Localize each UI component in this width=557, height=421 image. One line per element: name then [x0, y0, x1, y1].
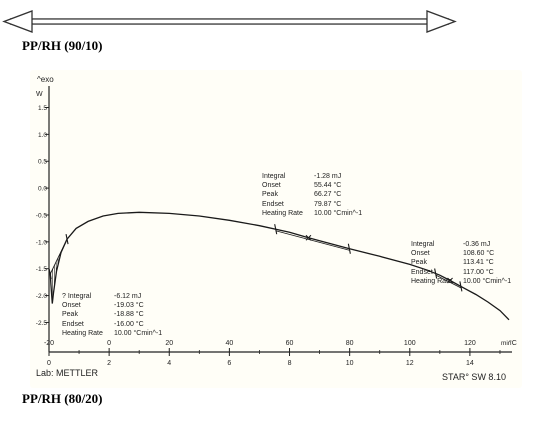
temperature-tick-label: -20 [44, 340, 54, 347]
annotation-value: 10.00 °Cmin^-1 [314, 209, 363, 217]
annotation-box-2: Integral -1.28 mJ Onset 55.44 °C Peak 66.27 °… [262, 172, 362, 218]
peak-baseline [435, 274, 462, 289]
annotation-key: Heating Rate [62, 329, 103, 337]
integration-limit-marker [434, 268, 438, 279]
integration-limit-marker [459, 281, 463, 292]
time-tick-label: 2 [107, 360, 111, 367]
annotation-value: -0.36 mJ [463, 241, 491, 248]
temperature-tick-label: 20 [165, 340, 173, 347]
annotation-value: -18.88 °C [114, 311, 144, 319]
peak-marker [447, 277, 453, 284]
annotation-key: Heating Rate [262, 209, 303, 217]
annotation-value: 10.00 °Cmin^-1 [463, 277, 512, 285]
annotation-row: Heating Rate 10.00 °Cmin^-1 [262, 209, 362, 218]
annotation-value: -1.28 mJ [314, 173, 342, 180]
y-tick-label: 0.5 [38, 159, 47, 166]
annotation-row: Onset 108.60 °C [411, 249, 511, 258]
y-tick-label: 1.0 [38, 132, 47, 139]
y-tick-label: -2.0 [36, 293, 48, 300]
time-tick-label: 4 [167, 360, 171, 367]
dsc-curve [49, 211, 510, 321]
time-unit-label: min [501, 340, 512, 347]
annotation-row: Peak 113.41 °C [411, 258, 511, 267]
annotation-row: Endset 117.00 °C [411, 268, 511, 277]
annotation-box-3: Integral -0.36 mJ Onset 108.60 °C Peak 113.41… [411, 240, 511, 286]
annotation-key: Integral [411, 241, 435, 248]
annotation-value: -19.03 °C [114, 302, 144, 310]
y-tick-label: 1.5 [38, 105, 47, 112]
annotation-key: Endset [411, 268, 433, 276]
annotation-row: Heating Rate 10.00 °Cmin^-1 [62, 329, 162, 338]
annotation-value: -6.12 mJ [114, 293, 142, 300]
temperature-tick-label: 40 [225, 340, 233, 347]
annotation-key: Endset [262, 200, 284, 208]
y-tick-label: -1.0 [36, 239, 48, 246]
annotation-key: Peak [262, 191, 278, 199]
integration-limit-marker [65, 234, 69, 245]
annotation-key: Integral [262, 173, 286, 180]
time-tick-label: 12 [406, 360, 414, 367]
annotation-value: 55.44 °C [314, 182, 342, 190]
caption-top: PP/RH (90/10) [22, 38, 103, 53]
annotation-row: Integral -1.28 mJ [262, 172, 362, 181]
time-tick-label: 6 [227, 360, 231, 367]
annotation-key: Endset [62, 320, 84, 328]
annotation-row: Onset -19.03 °C [62, 301, 162, 310]
software-label: STAR° SW 8.10 [442, 372, 506, 382]
integration-limit-marker [347, 243, 351, 254]
annotation-key: Onset [62, 302, 81, 310]
peak-baseline [275, 230, 350, 251]
y-tick-label: 0.0 [38, 186, 47, 193]
temperature-unit-label: °C [509, 339, 517, 347]
temperature-tick-label: 0 [107, 340, 111, 347]
temperature-tick-label: 120 [464, 340, 476, 347]
annotation-row: Peak 66.27 °C [262, 190, 362, 199]
annotation-value: 10.00 °Cmin^-1 [114, 329, 163, 337]
annotation-row: Integral -0.36 mJ [411, 240, 511, 249]
y-tick-label: -1.5 [36, 266, 48, 273]
annotation-key: ? Integral [62, 293, 92, 300]
double-arrow [2, 10, 457, 33]
time-tick-label: 10 [346, 360, 354, 367]
y-tick-label: -0.5 [36, 212, 48, 219]
time-tick-label: 14 [466, 360, 474, 367]
annotation-key: Onset [411, 250, 430, 258]
temperature-tick-label: 60 [286, 340, 294, 347]
peak-marker [305, 234, 312, 241]
integration-limit-marker [274, 224, 278, 235]
annotation-row: Onset 55.44 °C [262, 181, 362, 190]
time-tick-label: 8 [288, 360, 292, 367]
annotation-row: ? Integral -6.12 mJ [62, 292, 162, 301]
annotation-value: 108.60 °C [463, 250, 495, 258]
caption-bottom: PP/RH (80/20) [22, 391, 103, 406]
annotation-value: 117.00 °C [463, 268, 494, 276]
baseline-peak-1 [49, 238, 68, 275]
temperature-tick-label: 100 [404, 340, 416, 347]
annotation-row: Peak -18.88 °C [62, 310, 162, 319]
annotation-box-1: ? Integral -6.12 mJ Onset -19.03 °C Peak -18.… [62, 292, 162, 338]
annotation-key: Onset [262, 182, 281, 190]
y-tick-label: -2.5 [36, 320, 48, 327]
time-tick-label: 0 [47, 360, 51, 367]
annotation-value: 113.41 °C [463, 259, 494, 267]
integration-limit-marker [48, 268, 52, 280]
annotation-row: Endset 79.87 °C [262, 200, 362, 209]
y-unit-label: W [36, 91, 43, 98]
annotation-key: Peak [62, 311, 78, 319]
annotation-key: Heating Rate [411, 277, 452, 285]
annotation-key: Peak [411, 259, 427, 267]
temperature-tick-label: 80 [346, 340, 354, 347]
annotation-value: -16.00 °C [114, 320, 144, 328]
annotation-value: 66.27 °C [314, 191, 342, 199]
lab-label: Lab: METTLER [36, 368, 99, 378]
annotation-row: Endset -16.00 °C [62, 320, 162, 329]
annotation-value: 79.87 °C [314, 200, 342, 208]
annotation-row: Heating Rate 10.00 °Cmin^-1 [411, 277, 511, 286]
y-axis-label: ^exo [37, 75, 54, 84]
